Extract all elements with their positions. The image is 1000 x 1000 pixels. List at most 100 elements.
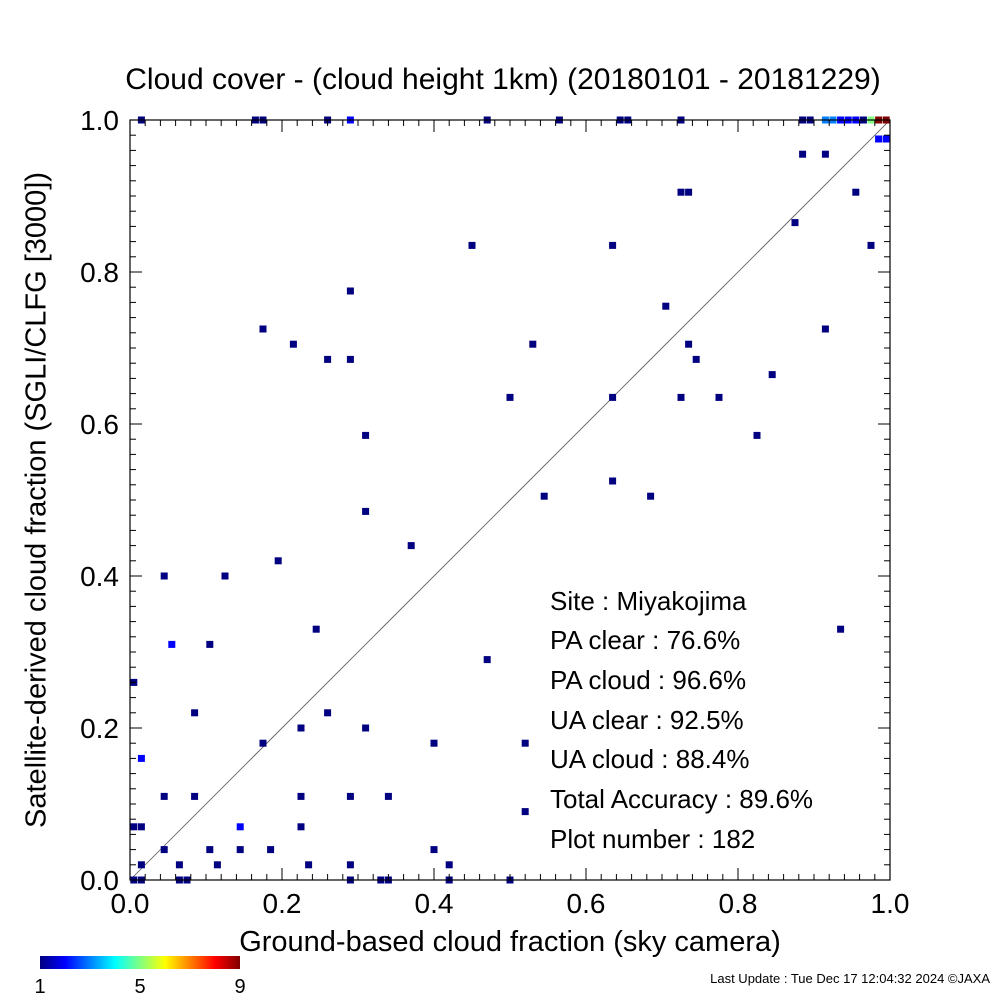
y-tick-label: 0.4 <box>80 561 119 592</box>
data-point <box>768 371 776 379</box>
data-point <box>445 861 453 869</box>
stat-pa-clear: PA clear : 76.6% <box>550 625 740 655</box>
data-point <box>875 135 883 143</box>
x-tick-label: 0.2 <box>263 888 302 919</box>
data-point <box>468 241 476 249</box>
x-tick-label: 0.0 <box>111 888 150 919</box>
data-point <box>346 355 354 363</box>
chart-title: Cloud cover - (cloud height 1km) (201801… <box>125 63 880 96</box>
y-tick-label: 0.6 <box>80 409 119 440</box>
data-point <box>685 188 693 196</box>
data-point <box>506 393 514 401</box>
data-point <box>236 823 244 831</box>
data-point <box>609 477 617 485</box>
colorbar-label-max: 9 <box>234 976 245 998</box>
data-point <box>206 846 214 854</box>
data-point <box>236 846 244 854</box>
data-point <box>521 739 529 747</box>
data-point <box>715 393 723 401</box>
data-point <box>160 792 168 800</box>
data-point <box>609 241 617 249</box>
stat-pa-cloud: PA cloud : 96.6% <box>550 665 746 695</box>
data-point <box>867 241 875 249</box>
data-point <box>430 739 438 747</box>
data-point <box>647 492 655 500</box>
data-point <box>130 823 138 831</box>
data-point <box>821 150 829 158</box>
data-point <box>221 572 229 580</box>
x-tick-label: 0.6 <box>567 888 606 919</box>
data-point <box>213 861 221 869</box>
data-point <box>191 792 199 800</box>
data-point <box>312 625 320 633</box>
y-tick-label: 0.8 <box>80 257 119 288</box>
data-point <box>267 846 275 854</box>
data-point <box>137 861 145 869</box>
data-point <box>324 709 332 717</box>
last-update-footer: Last Update : Tue Dec 17 12:04:32 2024 ©… <box>710 971 990 986</box>
data-point <box>692 355 700 363</box>
data-point <box>160 846 168 854</box>
data-point <box>407 542 415 550</box>
x-axis-label: Ground-based cloud fraction (sky camera) <box>239 926 781 958</box>
y-tick-label: 0.2 <box>80 713 119 744</box>
colorbar-gradient <box>40 956 240 969</box>
data-point <box>362 724 370 732</box>
colorbar: 1 5 9 <box>34 956 246 998</box>
y-tick-label: 0.0 <box>80 865 119 896</box>
data-point <box>346 287 354 295</box>
data-point <box>297 823 305 831</box>
data-point <box>362 431 370 439</box>
data-point <box>160 572 168 580</box>
data-point <box>362 507 370 515</box>
data-point <box>430 846 438 854</box>
x-tick-label: 0.8 <box>719 888 758 919</box>
data-point <box>837 625 845 633</box>
data-point <box>305 861 313 869</box>
data-point <box>685 340 693 348</box>
y-tick-label: 1.0 <box>80 105 119 136</box>
stat-ua-cloud: UA cloud : 88.4% <box>550 744 749 774</box>
data-point <box>753 431 761 439</box>
data-point <box>799 150 807 158</box>
data-point <box>346 861 354 869</box>
svg-text:Satellite-derived cloud fracti: Satellite-derived cloud fraction (SGLI/C… <box>21 172 53 828</box>
stat-ua-clear: UA clear : 92.5% <box>550 705 744 735</box>
data-point <box>609 393 617 401</box>
data-point <box>529 340 537 348</box>
data-point <box>289 340 297 348</box>
x-tick-label: 1.0 <box>871 888 910 919</box>
data-point <box>137 754 145 762</box>
colorbar-label-mid: 5 <box>134 976 145 998</box>
data-point <box>882 135 890 143</box>
data-point <box>483 656 491 664</box>
data-point <box>677 393 685 401</box>
data-point <box>297 792 305 800</box>
data-point <box>346 792 354 800</box>
data-point <box>852 188 860 196</box>
data-point <box>191 709 199 717</box>
data-point <box>259 739 267 747</box>
x-tick-label: 0.4 <box>415 888 454 919</box>
one-to-one-line <box>129 119 891 881</box>
stat-plot-number: Plot number : 182 <box>550 824 755 854</box>
data-point <box>259 325 267 333</box>
data-point <box>274 557 282 565</box>
data-point <box>791 219 799 227</box>
stat-site: Site : Miyakojima <box>550 586 747 616</box>
data-point <box>297 724 305 732</box>
y-axis-label: Satellite-derived cloud fraction (SGLI/C… <box>21 172 53 828</box>
data-point <box>168 640 176 648</box>
data-point <box>821 325 829 333</box>
data-point <box>137 823 145 831</box>
data-point <box>662 302 670 310</box>
stats-box: Site : Miyakojima PA clear : 76.6% PA cl… <box>550 586 813 854</box>
data-point <box>384 792 392 800</box>
data-point <box>206 640 214 648</box>
stat-total-accuracy: Total Accuracy : 89.6% <box>550 784 813 814</box>
data-point <box>324 355 332 363</box>
colorbar-label-min: 1 <box>34 976 45 998</box>
data-point <box>677 188 685 196</box>
data-point <box>175 861 183 869</box>
